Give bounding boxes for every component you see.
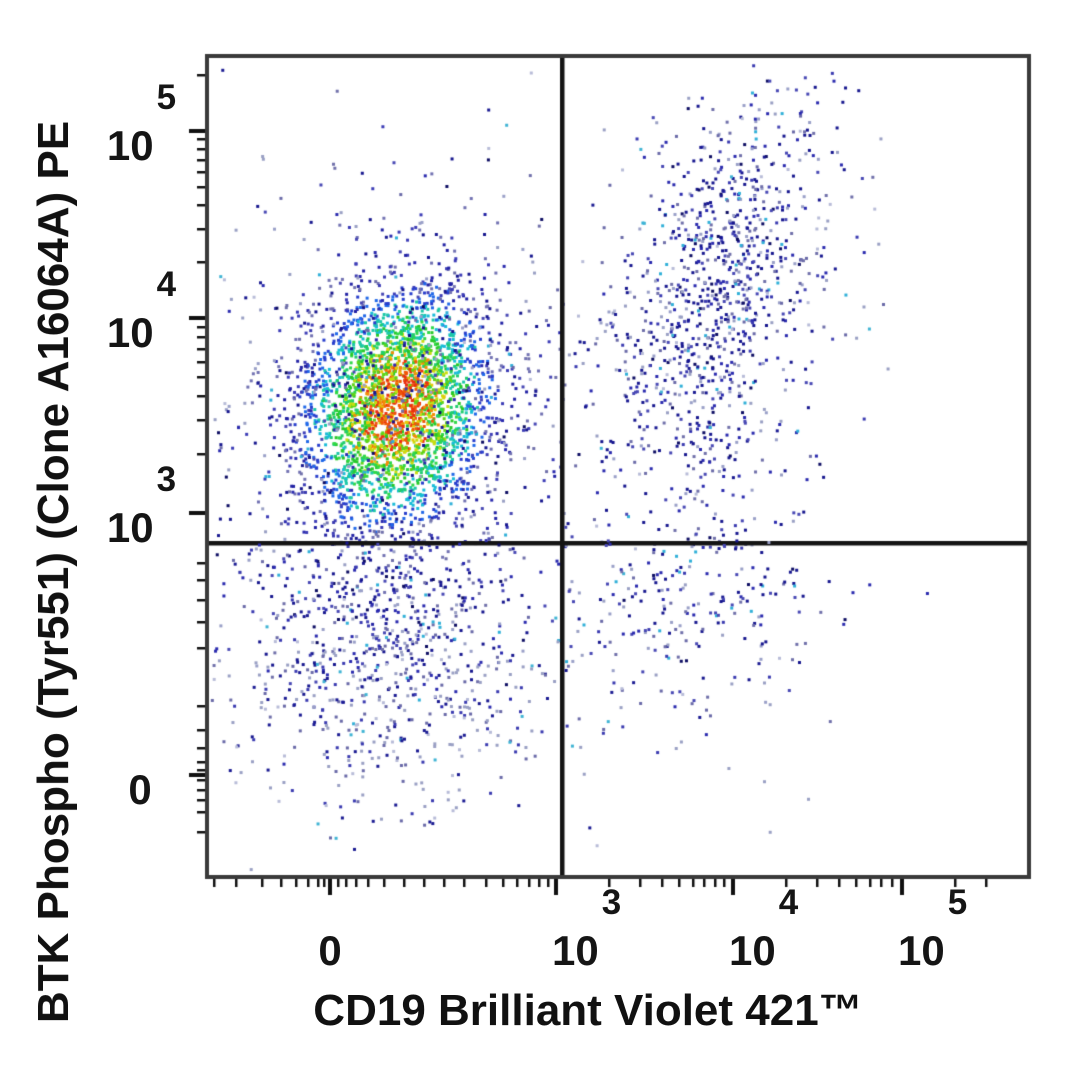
tick-exponent: 5 — [156, 78, 177, 117]
tick-base: 0 — [318, 927, 342, 974]
y-tick-label-3: 0 — [128, 769, 151, 811]
tick-exponent: 3 — [601, 883, 622, 922]
x-axis-title: CD19 Brilliant Violet 421™ — [313, 986, 863, 1035]
tick-base: 10 — [898, 927, 945, 974]
tick-base: 10 — [106, 504, 154, 551]
x-tick-label-2: 104 — [729, 885, 798, 974]
tick-base: 10 — [552, 927, 599, 974]
x-tick-label-0: 0 — [318, 930, 341, 972]
y-tick-label-1: 104 — [106, 267, 176, 356]
tick-base: 0 — [128, 766, 152, 813]
tick-exponent: 4 — [778, 883, 799, 922]
y-tick-label-0: 105 — [106, 80, 176, 169]
x-tick-label-3: 105 — [898, 885, 967, 974]
y-axis-title: BTK Phospho (Tyr551) (Clone A16064A) PE — [29, 120, 78, 1024]
x-tick-label-1: 103 — [552, 885, 621, 974]
tick-exponent: 5 — [947, 883, 968, 922]
tick-base: 10 — [106, 122, 154, 169]
tick-exponent: 3 — [156, 460, 177, 499]
tick-base: 10 — [106, 309, 154, 356]
tick-base: 10 — [729, 927, 776, 974]
tick-exponent: 4 — [156, 265, 177, 304]
y-tick-label-2: 103 — [106, 462, 176, 551]
